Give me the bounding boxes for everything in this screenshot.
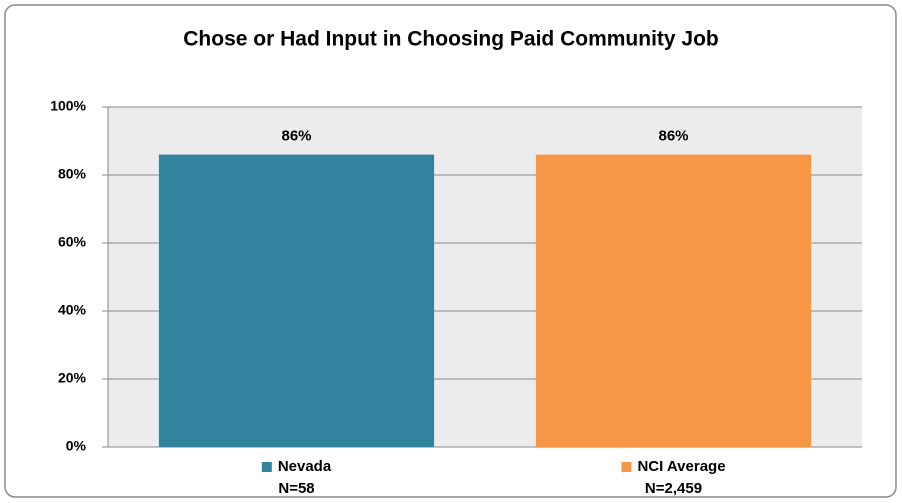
y-tick-label: 40% [58,302,87,318]
value-label: 86% [281,128,311,145]
value-label: 86% [658,128,688,145]
y-tick-label: 0% [66,438,87,454]
x-tick-label: NCI Average [637,458,725,475]
sample-size: N=2,459 [645,480,702,497]
legend-swatch [621,462,632,472]
y-tick-label: 60% [58,234,87,250]
chart-title: Chose or Had Input in Choosing Paid Comm… [183,28,719,51]
sample-size: N=58 [278,480,314,497]
bar [535,154,812,447]
bar [158,154,435,447]
x-tick-label: Nevada [278,458,332,475]
legend-swatch [261,462,272,472]
y-tick-label: 80% [58,166,87,182]
y-tick-label: 100% [50,98,86,114]
y-tick-label: 20% [58,370,87,386]
